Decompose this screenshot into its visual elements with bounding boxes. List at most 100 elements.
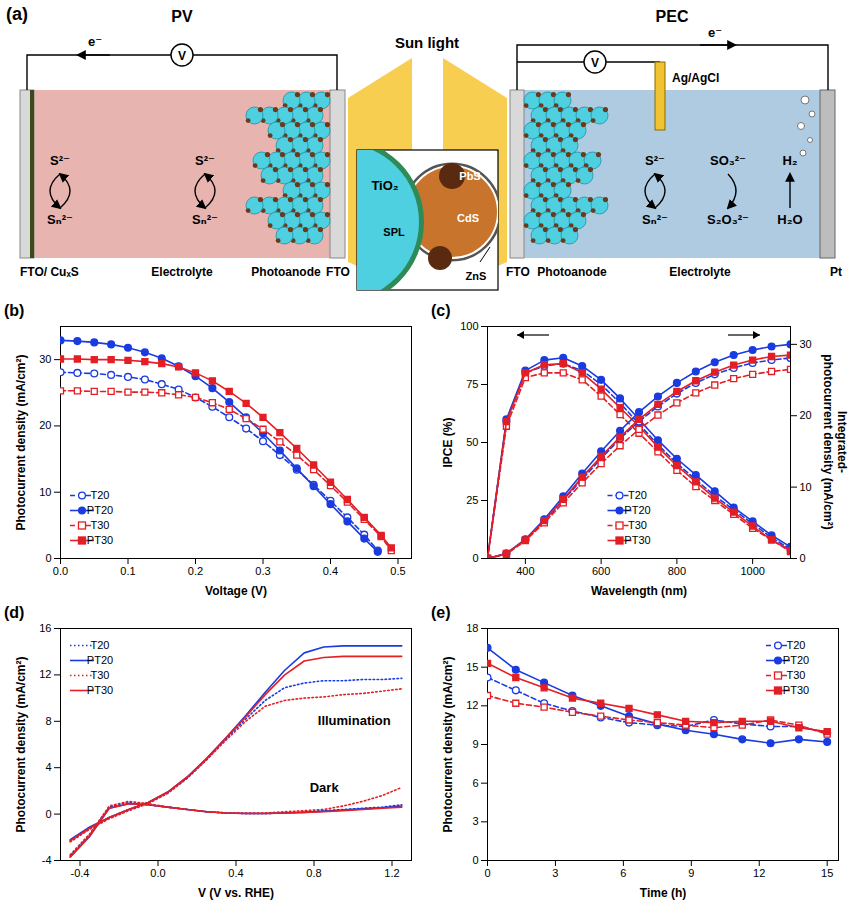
- svg-text:T20: T20: [91, 489, 110, 501]
- svg-text:TiO₂: TiO₂: [371, 178, 398, 193]
- svg-text:0.3: 0.3: [255, 565, 270, 577]
- svg-text:0.2: 0.2: [188, 565, 203, 577]
- svg-text:10: 10: [800, 481, 812, 493]
- svg-text:6: 6: [472, 777, 478, 789]
- svg-text:3: 3: [552, 867, 558, 879]
- svg-text:0.8: 0.8: [306, 867, 321, 879]
- svg-text:CdS: CdS: [457, 212, 479, 224]
- svg-text:Wavelength (nm): Wavelength (nm): [591, 584, 687, 598]
- svg-text:0: 0: [472, 552, 478, 564]
- svg-text:PT20: PT20: [87, 504, 113, 516]
- svg-text:0: 0: [45, 552, 51, 564]
- svg-text:18: 18: [466, 622, 478, 634]
- svg-text:0: 0: [800, 552, 806, 564]
- svg-text:-4: -4: [42, 854, 52, 866]
- svg-text:V (V vs. RHE): V (V vs. RHE): [198, 886, 274, 900]
- svg-text:PT20: PT20: [624, 504, 650, 516]
- svg-text:3: 3: [472, 815, 478, 827]
- svg-text:e⁻: e⁻: [88, 34, 102, 49]
- svg-text:PT20: PT20: [87, 654, 113, 666]
- svg-text:Integrated-: Integrated-: [835, 411, 849, 473]
- svg-text:T30: T30: [91, 519, 110, 531]
- svg-text:T30: T30: [628, 519, 647, 531]
- svg-text:1000: 1000: [740, 565, 764, 577]
- svg-text:PEC: PEC: [656, 8, 689, 25]
- svg-text:800: 800: [668, 565, 686, 577]
- svg-text:H₂O: H₂O: [777, 212, 802, 227]
- svg-text:9: 9: [688, 867, 694, 879]
- svg-text:20: 20: [39, 419, 51, 431]
- svg-text:-0.4: -0.4: [71, 867, 90, 879]
- svg-text:0.4: 0.4: [228, 867, 243, 879]
- svg-text:photocurrent density (mA/cm²): photocurrent density (mA/cm²): [821, 354, 835, 529]
- svg-text:15: 15: [466, 661, 478, 673]
- svg-text:Electrolyte: Electrolyte: [151, 265, 213, 279]
- svg-text:Time (h): Time (h): [640, 886, 686, 900]
- svg-text:400: 400: [516, 565, 534, 577]
- svg-text:e⁻: e⁻: [708, 25, 722, 40]
- svg-text:Photocurrent density (mA/cm²): Photocurrent density (mA/cm²): [14, 656, 28, 832]
- svg-text:S₂O₃²⁻: S₂O₃²⁻: [707, 212, 749, 227]
- svg-text:16: 16: [39, 622, 51, 634]
- svg-text:30: 30: [39, 353, 51, 365]
- svg-text:T20: T20: [91, 639, 110, 651]
- svg-text:0.0: 0.0: [150, 867, 165, 879]
- svg-text:H₂: H₂: [782, 153, 797, 168]
- svg-text:PV: PV: [171, 8, 193, 25]
- svg-text:PT20: PT20: [783, 654, 809, 666]
- svg-text:SPL: SPL: [383, 226, 405, 238]
- svg-text:PT30: PT30: [87, 684, 113, 696]
- svg-text:T20: T20: [787, 639, 806, 651]
- svg-text:Photoanode: Photoanode: [251, 265, 321, 279]
- svg-text:9: 9: [472, 738, 478, 750]
- svg-text:PbS: PbS: [459, 170, 480, 182]
- svg-text:PT30: PT30: [624, 534, 650, 546]
- svg-text:0.5: 0.5: [390, 565, 405, 577]
- svg-text:12: 12: [466, 699, 478, 711]
- svg-text:0.1: 0.1: [120, 565, 135, 577]
- svg-text:S²⁻: S²⁻: [195, 153, 215, 168]
- svg-text:0.4: 0.4: [323, 565, 338, 577]
- svg-text:10: 10: [39, 486, 51, 498]
- svg-text:0: 0: [472, 854, 478, 866]
- svg-text:20: 20: [800, 409, 812, 421]
- svg-text:T20: T20: [628, 489, 647, 501]
- svg-text:4: 4: [45, 761, 51, 773]
- svg-text:30: 30: [800, 338, 812, 350]
- svg-text:6: 6: [620, 867, 626, 879]
- svg-text:Sₙ²⁻: Sₙ²⁻: [47, 212, 73, 227]
- svg-text:Voltage (V): Voltage (V): [205, 584, 267, 598]
- svg-text:0.0: 0.0: [53, 565, 68, 577]
- svg-text:Ag/AgCl: Ag/AgCl: [672, 71, 719, 85]
- svg-text:0: 0: [484, 867, 490, 879]
- svg-text:PT30: PT30: [783, 684, 809, 696]
- svg-text:100: 100: [460, 320, 478, 332]
- svg-text:Dark: Dark: [310, 780, 340, 795]
- svg-text:Photoanode: Photoanode: [537, 265, 607, 279]
- svg-text:Sₙ²⁻: Sₙ²⁻: [642, 212, 668, 227]
- svg-text:600: 600: [592, 565, 610, 577]
- svg-text:V: V: [178, 49, 186, 63]
- svg-text:0: 0: [45, 808, 51, 820]
- svg-text:(a): (a): [6, 4, 28, 24]
- svg-text:T30: T30: [787, 669, 806, 681]
- svg-text:FTO: FTO: [326, 265, 350, 279]
- svg-text:Sₙ²⁻: Sₙ²⁻: [192, 212, 218, 227]
- svg-text:25: 25: [466, 494, 478, 506]
- svg-text:V: V: [591, 56, 599, 70]
- svg-text:FTO/ CuₓS: FTO/ CuₓS: [20, 265, 79, 279]
- svg-text:PT30: PT30: [87, 534, 113, 546]
- svg-text:Illumination: Illumination: [318, 713, 391, 728]
- svg-text:Electrolyte: Electrolyte: [669, 265, 731, 279]
- svg-text:Photocurrent density (mA/cm²): Photocurrent density (mA/cm²): [14, 354, 28, 530]
- svg-text:T30: T30: [91, 669, 110, 681]
- svg-text:FTO: FTO: [506, 265, 530, 279]
- svg-text:S²⁻: S²⁻: [645, 153, 665, 168]
- svg-text:Photocurrent density (mA/cm²): Photocurrent density (mA/cm²): [441, 656, 455, 832]
- svg-text:S²⁻: S²⁻: [50, 153, 70, 168]
- svg-text:50: 50: [466, 436, 478, 448]
- svg-text:75: 75: [466, 378, 478, 390]
- svg-text:Pt: Pt: [830, 265, 842, 279]
- svg-text:8: 8: [45, 715, 51, 727]
- svg-text:ZnS: ZnS: [466, 270, 487, 282]
